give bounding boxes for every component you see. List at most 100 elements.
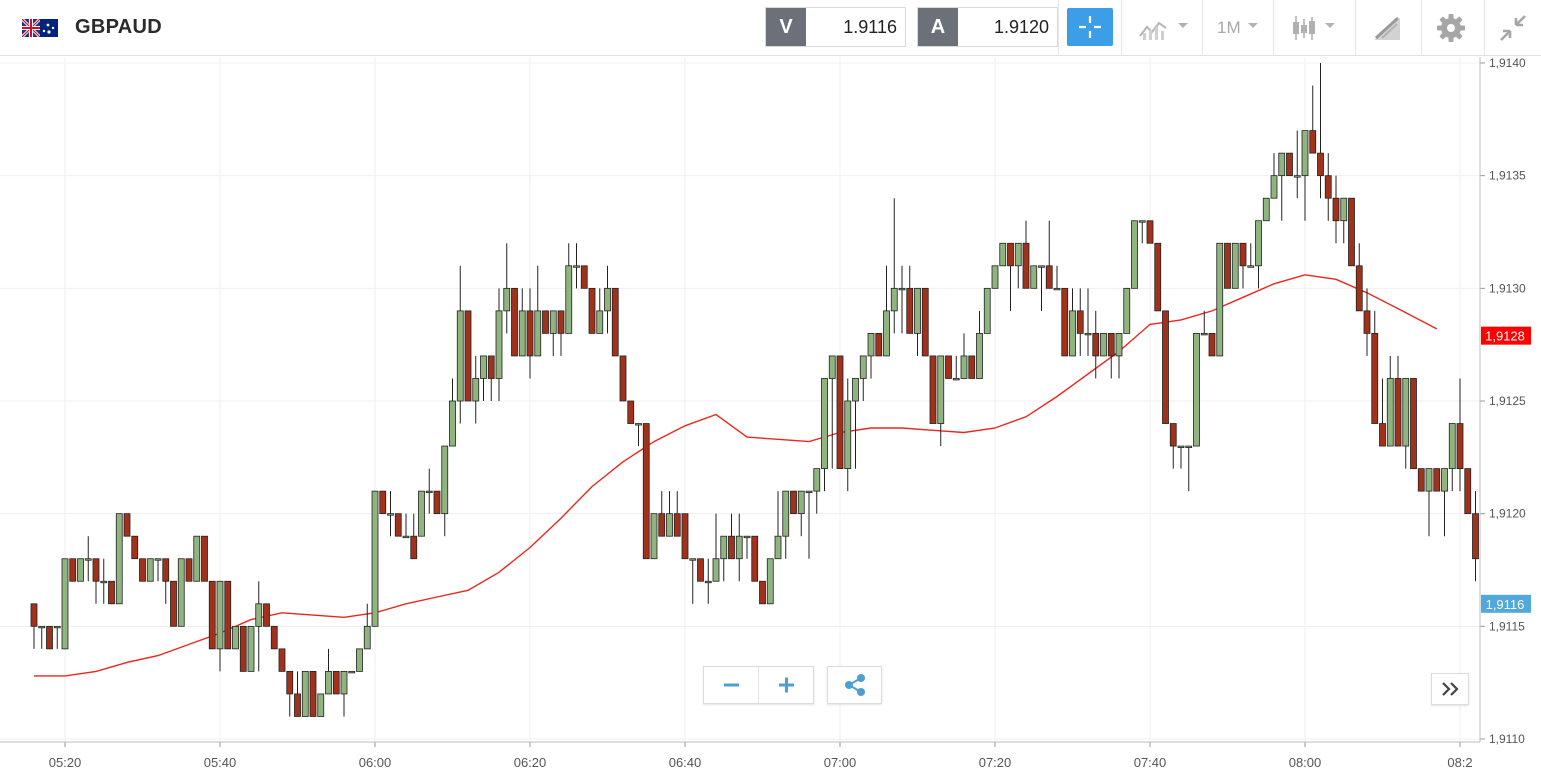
settings-button[interactable] — [1433, 10, 1469, 46]
candle-body — [898, 287, 906, 291]
candle-body — [1293, 175, 1301, 178]
candle-body — [1185, 445, 1193, 448]
candle — [1076, 288, 1084, 356]
candle — [867, 332, 875, 379]
candle-body — [170, 580, 177, 627]
candle — [131, 535, 139, 560]
drawing-tools-button[interactable] — [1370, 10, 1406, 46]
candle-body — [363, 625, 371, 650]
candle-body — [1092, 332, 1100, 357]
candle-body — [286, 671, 294, 695]
candle-body — [1472, 513, 1479, 560]
candle — [433, 490, 441, 515]
candle-body — [867, 332, 875, 357]
candle-body — [332, 671, 340, 695]
candle-body — [1169, 423, 1177, 447]
candle-body — [813, 468, 821, 492]
candle — [1200, 310, 1208, 336]
candle — [1038, 265, 1045, 311]
y-tick-label: 1,9125 — [1489, 394, 1526, 408]
candle — [689, 558, 697, 604]
candle-body — [580, 265, 588, 289]
sell-price-button[interactable]: V 1.9116 — [765, 7, 906, 47]
candle — [1293, 130, 1301, 199]
candle — [743, 535, 751, 559]
candle-body — [573, 265, 580, 268]
collapse-button[interactable] — [1495, 10, 1531, 46]
candle-body — [139, 558, 146, 582]
candle — [1309, 85, 1317, 154]
bid-price-label-text: 1,9116 — [1486, 597, 1525, 612]
timeframe-button[interactable] — [1212, 10, 1264, 46]
timeframe-label: 1M — [1217, 18, 1241, 37]
candle — [805, 490, 813, 559]
candle-body — [1146, 220, 1154, 244]
candle-body — [1355, 265, 1363, 312]
candle — [348, 671, 356, 674]
candle — [766, 558, 774, 605]
candle — [906, 265, 914, 334]
candle-body — [77, 558, 84, 582]
candle — [852, 378, 859, 469]
candle — [952, 355, 960, 381]
scroll-to-end-button[interactable] — [1431, 673, 1469, 705]
candle — [418, 490, 425, 537]
candle-body — [681, 513, 689, 560]
candle-body — [1286, 152, 1293, 177]
candle-body — [495, 310, 503, 379]
chart-type-button[interactable] — [1135, 10, 1195, 46]
candle-body — [46, 625, 53, 650]
candle-body — [805, 490, 813, 494]
chevron-down-icon — [1248, 23, 1258, 28]
candle — [774, 491, 782, 560]
candle-body — [356, 648, 363, 672]
x-tick-label: 06:00 — [359, 755, 392, 770]
candle — [69, 558, 77, 582]
candle-body — [1224, 242, 1231, 289]
candle-style-button[interactable] — [1287, 10, 1347, 46]
candle — [363, 603, 371, 650]
candle-body — [945, 355, 952, 379]
candle-body — [735, 535, 743, 560]
candle-body — [69, 558, 77, 582]
candle — [976, 310, 983, 379]
candle-body — [433, 490, 441, 515]
candle — [1379, 378, 1386, 447]
zoom-in-button[interactable] — [759, 667, 814, 703]
candle-body — [309, 671, 317, 717]
candle — [945, 355, 952, 379]
candle-body — [526, 310, 534, 357]
candle — [1061, 287, 1069, 357]
candle-body — [968, 355, 976, 379]
candle — [828, 355, 836, 469]
candle — [495, 288, 503, 401]
zoom-out-button[interactable] — [704, 667, 759, 703]
candle-body — [960, 355, 968, 379]
x-tick-label: 06:40 — [669, 755, 702, 770]
candle — [658, 491, 666, 537]
crosshair-button[interactable] — [1067, 8, 1113, 46]
candle — [983, 287, 991, 334]
share-button[interactable] — [827, 666, 882, 704]
candle-body — [991, 265, 999, 289]
candle — [836, 355, 844, 469]
candle-body — [596, 310, 604, 334]
candle-body — [1278, 152, 1286, 177]
gear-icon — [1437, 14, 1465, 42]
candle — [1138, 220, 1146, 244]
candle-body — [1456, 423, 1464, 469]
candle — [410, 513, 418, 560]
buy-price-button[interactable]: A 1.9120 — [917, 7, 1058, 47]
candle-body — [1332, 197, 1340, 222]
price-chart[interactable]: 1,9110 1,9115 1,9120 1,9125 1,9130 1,9135 1,91… — [0, 56, 1541, 783]
candle-body — [387, 513, 394, 516]
candle — [813, 468, 821, 514]
candle-body — [921, 287, 929, 357]
y-tick-label: 1,9110 — [1489, 732, 1525, 746]
candle — [1193, 332, 1200, 447]
candle — [542, 310, 549, 334]
candle — [464, 310, 472, 402]
candle-body — [201, 535, 208, 582]
x-tick-label: 08:00 — [1289, 755, 1322, 770]
candle — [859, 355, 867, 401]
